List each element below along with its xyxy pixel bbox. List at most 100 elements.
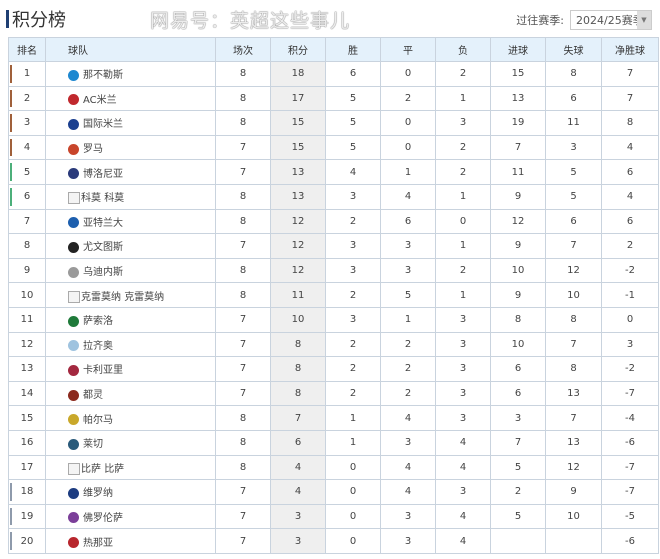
team-name[interactable]: 尤文图斯 bbox=[83, 242, 123, 254]
table-row[interactable]: 2 AC米兰 8 17 5 2 1 13 6 7 bbox=[8, 85, 659, 112]
team-name[interactable]: 乌迪内斯 bbox=[83, 267, 123, 279]
table-row[interactable]: 1 那不勒斯 8 18 6 0 2 15 8 7 bbox=[8, 61, 659, 87]
stat-d: 2 bbox=[380, 380, 436, 407]
team-name[interactable]: 亚特兰大 bbox=[83, 217, 123, 229]
team-name[interactable]: 比萨 bbox=[104, 463, 125, 475]
team-cell[interactable]: 莱切 bbox=[45, 429, 216, 456]
stat-pts: 13 bbox=[270, 183, 326, 210]
team-cell[interactable]: 那不勒斯 bbox=[45, 61, 216, 87]
table-row[interactable]: 17 比萨 比萨 8 4 0 4 4 5 12 -7 bbox=[8, 454, 659, 481]
team-name[interactable]: 帕尔马 bbox=[83, 414, 113, 426]
team-name[interactable]: 都灵 bbox=[83, 390, 103, 402]
team-name[interactable]: 维罗纳 bbox=[83, 488, 113, 500]
team-cell[interactable]: 维罗纳 bbox=[45, 479, 216, 505]
rank: 20 bbox=[20, 535, 34, 547]
table-row[interactable]: 10 克雷莫纳 克雷莫纳 8 11 2 5 1 9 10 -1 bbox=[8, 282, 659, 308]
stat-d: 4 bbox=[380, 454, 436, 481]
stat-pts: 12 bbox=[270, 233, 326, 259]
rank-cell: 17 bbox=[8, 454, 46, 481]
stat-gf: 5 bbox=[490, 503, 546, 530]
team-name[interactable]: 科莫 bbox=[104, 193, 125, 205]
team-cell[interactable]: 热那亚 bbox=[45, 528, 216, 554]
column-header: 排名 bbox=[8, 37, 46, 62]
stat-gf: 10 bbox=[490, 257, 546, 284]
team-logo-icon bbox=[68, 266, 79, 278]
stat-l: 3 bbox=[435, 380, 491, 407]
team-name[interactable]: 佛罗伦萨 bbox=[83, 512, 123, 524]
team-cell[interactable]: 卡利亚里 bbox=[45, 356, 216, 382]
team-name[interactable]: 博洛尼亚 bbox=[83, 168, 123, 180]
stat-w: 3 bbox=[325, 306, 381, 333]
stat-w: 2 bbox=[325, 380, 381, 407]
team-cell[interactable]: 国际米兰 bbox=[45, 110, 216, 136]
table-row[interactable]: 3 国际米兰 8 15 5 0 3 19 11 8 bbox=[8, 110, 659, 136]
team-name[interactable]: 那不勒斯 bbox=[83, 70, 123, 82]
team-cell[interactable]: 尤文图斯 bbox=[45, 233, 216, 259]
stat-ga: 7 bbox=[545, 233, 602, 259]
team-cell[interactable]: 佛罗伦萨 bbox=[45, 503, 216, 530]
title-text: 积分榜 bbox=[12, 10, 66, 31]
table-row[interactable]: 14 都灵 7 8 2 2 3 6 13 -7 bbox=[8, 380, 659, 407]
chevron-down-icon[interactable]: ▼ bbox=[637, 11, 651, 29]
table-row[interactable]: 12 拉齐奥 7 8 2 2 3 10 7 3 bbox=[8, 331, 659, 358]
team-name[interactable]: 萨索洛 bbox=[83, 316, 113, 328]
team-name[interactable]: 卡利亚里 bbox=[83, 365, 123, 377]
team-name[interactable]: 国际米兰 bbox=[83, 119, 123, 131]
team-cell[interactable]: 乌迪内斯 bbox=[45, 257, 216, 284]
team-cell[interactable]: 都灵 bbox=[45, 380, 216, 407]
rank: 13 bbox=[20, 363, 34, 375]
stat-ga: 12 bbox=[545, 257, 602, 284]
season-select[interactable]: 2024/25赛季 ▼ bbox=[570, 10, 652, 30]
table-row[interactable]: 9 乌迪内斯 8 12 3 3 2 10 12 -2 bbox=[8, 257, 659, 284]
stat-ga: 10 bbox=[545, 503, 602, 530]
team-name[interactable]: 拉齐奥 bbox=[83, 340, 113, 352]
stat-d: 4 bbox=[380, 479, 436, 505]
team-cell[interactable]: 拉齐奥 bbox=[45, 331, 216, 358]
table-row[interactable]: 15 帕尔马 8 7 1 4 3 3 7 -4 bbox=[8, 405, 659, 431]
table-row[interactable]: 18 维罗纳 7 4 0 4 3 2 9 -7 bbox=[8, 479, 659, 505]
team-name[interactable]: AC米兰 bbox=[83, 94, 117, 106]
logo-alt-text: 克雷莫纳 bbox=[81, 291, 121, 303]
rank: 16 bbox=[20, 437, 34, 449]
team-cell[interactable]: 亚特兰大 bbox=[45, 208, 216, 235]
team-name[interactable]: 罗马 bbox=[83, 144, 103, 156]
team-cell[interactable]: 博洛尼亚 bbox=[45, 159, 216, 185]
team-cell[interactable]: AC米兰 bbox=[45, 85, 216, 112]
team-cell[interactable]: 比萨 比萨 bbox=[45, 454, 216, 481]
table-row[interactable]: 19 佛罗伦萨 7 3 0 3 4 5 10 -5 bbox=[8, 503, 659, 530]
table-row[interactable]: 11 萨索洛 7 10 3 1 3 8 8 0 bbox=[8, 306, 659, 333]
rank-cell: 7 bbox=[8, 208, 46, 235]
stat-p: 8 bbox=[215, 85, 271, 112]
team-name[interactable]: 热那亚 bbox=[83, 537, 113, 549]
team-cell[interactable]: 萨索洛 bbox=[45, 306, 216, 333]
team-cell[interactable]: 科莫 科莫 bbox=[45, 183, 216, 210]
stat-p: 8 bbox=[215, 257, 271, 284]
stat-gd: 6 bbox=[601, 208, 659, 235]
stat-l: 4 bbox=[435, 429, 491, 456]
team-logo-icon bbox=[68, 389, 79, 401]
stat-d: 3 bbox=[380, 257, 436, 284]
team-cell[interactable]: 帕尔马 bbox=[45, 405, 216, 431]
team-name[interactable]: 莱切 bbox=[83, 439, 103, 451]
table-row[interactable]: 16 莱切 8 6 1 3 4 7 13 -6 bbox=[8, 429, 659, 456]
stat-d: 1 bbox=[380, 159, 436, 185]
column-header: 球队 bbox=[45, 37, 216, 62]
table-row[interactable]: 5 博洛尼亚 7 13 4 1 2 11 5 6 bbox=[8, 159, 659, 185]
table-row[interactable]: 8 尤文图斯 7 12 3 3 1 9 7 2 bbox=[8, 233, 659, 259]
stat-pts: 15 bbox=[270, 110, 326, 136]
table-row[interactable]: 13 卡利亚里 7 8 2 2 3 6 8 -2 bbox=[8, 356, 659, 382]
rank-cell: 6 bbox=[8, 183, 46, 210]
team-logo-icon bbox=[68, 315, 79, 327]
table-row[interactable]: 4 罗马 7 15 5 0 2 7 3 4 bbox=[8, 134, 659, 161]
team-name[interactable]: 克雷莫纳 bbox=[124, 291, 165, 303]
team-cell[interactable]: 罗马 bbox=[45, 134, 216, 161]
team-cell[interactable]: 克雷莫纳 克雷莫纳 bbox=[45, 282, 216, 308]
table-row[interactable]: 6 科莫 科莫 8 13 3 4 1 9 5 4 bbox=[8, 183, 659, 210]
table-row[interactable]: 7 亚特兰大 8 12 2 6 0 12 6 6 bbox=[8, 208, 659, 235]
stat-l: 1 bbox=[435, 282, 491, 308]
stat-l: 3 bbox=[435, 331, 491, 358]
zone-marker bbox=[10, 483, 12, 501]
table-row[interactable]: 20 热那亚 7 3 0 3 4 -6 bbox=[8, 528, 659, 554]
team-logo-icon bbox=[68, 340, 79, 352]
stat-l: 3 bbox=[435, 356, 491, 382]
